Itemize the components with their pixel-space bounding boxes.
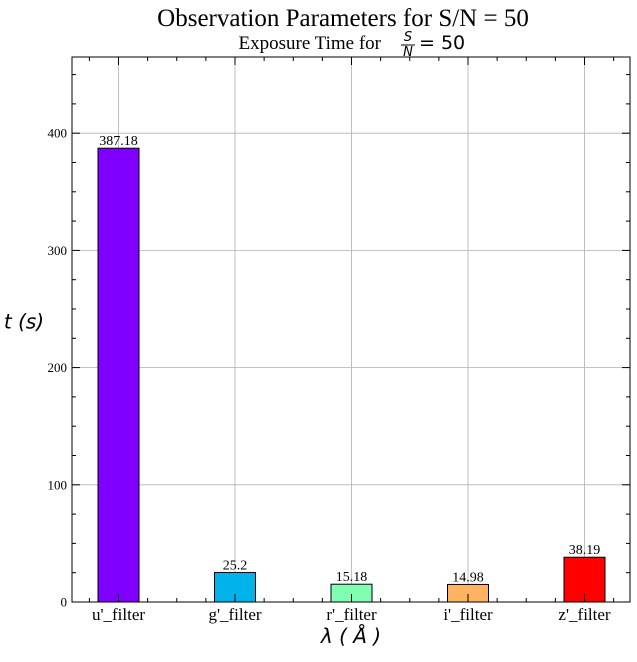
bar-value-label: 14.98 (452, 570, 484, 585)
subtitle-fraction-numerator: S (404, 30, 412, 45)
bar-value-label: 15.18 (336, 570, 368, 585)
subtitle-fraction-denominator: N (403, 45, 413, 60)
bar-value-label: 387.18 (99, 134, 138, 149)
bar-value-label: 25.2 (223, 558, 248, 573)
y-tick-label: 400 (48, 126, 68, 141)
x-tick-label: i'_filter (443, 605, 493, 624)
x-tick-label: r'_filter (326, 605, 377, 624)
x-axis-label: λ ( Å ) (320, 624, 381, 648)
y-tick-label: 0 (61, 595, 68, 610)
chart-title: Observation Parameters for S/N = 50 (157, 5, 529, 32)
x-tick-label: u'_filter (92, 605, 145, 624)
subtitle-prefix: Exposure Time for (239, 33, 382, 54)
ticks-layer: 0 100 200 300 400 u'_filter g'_filter r'_filter… (48, 57, 630, 624)
grid-layer (72, 57, 630, 602)
x-tick-label: z'_filter (558, 605, 610, 624)
y-axis-label: t (s) (4, 310, 44, 334)
y-tick-label: 200 (48, 360, 68, 375)
bars-layer (97, 147, 606, 603)
plot-frame (71, 56, 631, 603)
subtitle-suffix: = 50 (419, 32, 465, 54)
bar (97, 147, 140, 603)
y-tick-label: 100 (48, 477, 68, 492)
bar-value-label: 38.19 (569, 543, 601, 558)
data-labels-layer: 387.18 25.2 15.18 14.98 38.19 (99, 134, 600, 585)
chart-subtitle: Exposure Time for S N = 50 (239, 30, 466, 60)
y-tick-label: 300 (48, 243, 68, 258)
x-tick-label: g'_filter (208, 605, 261, 624)
